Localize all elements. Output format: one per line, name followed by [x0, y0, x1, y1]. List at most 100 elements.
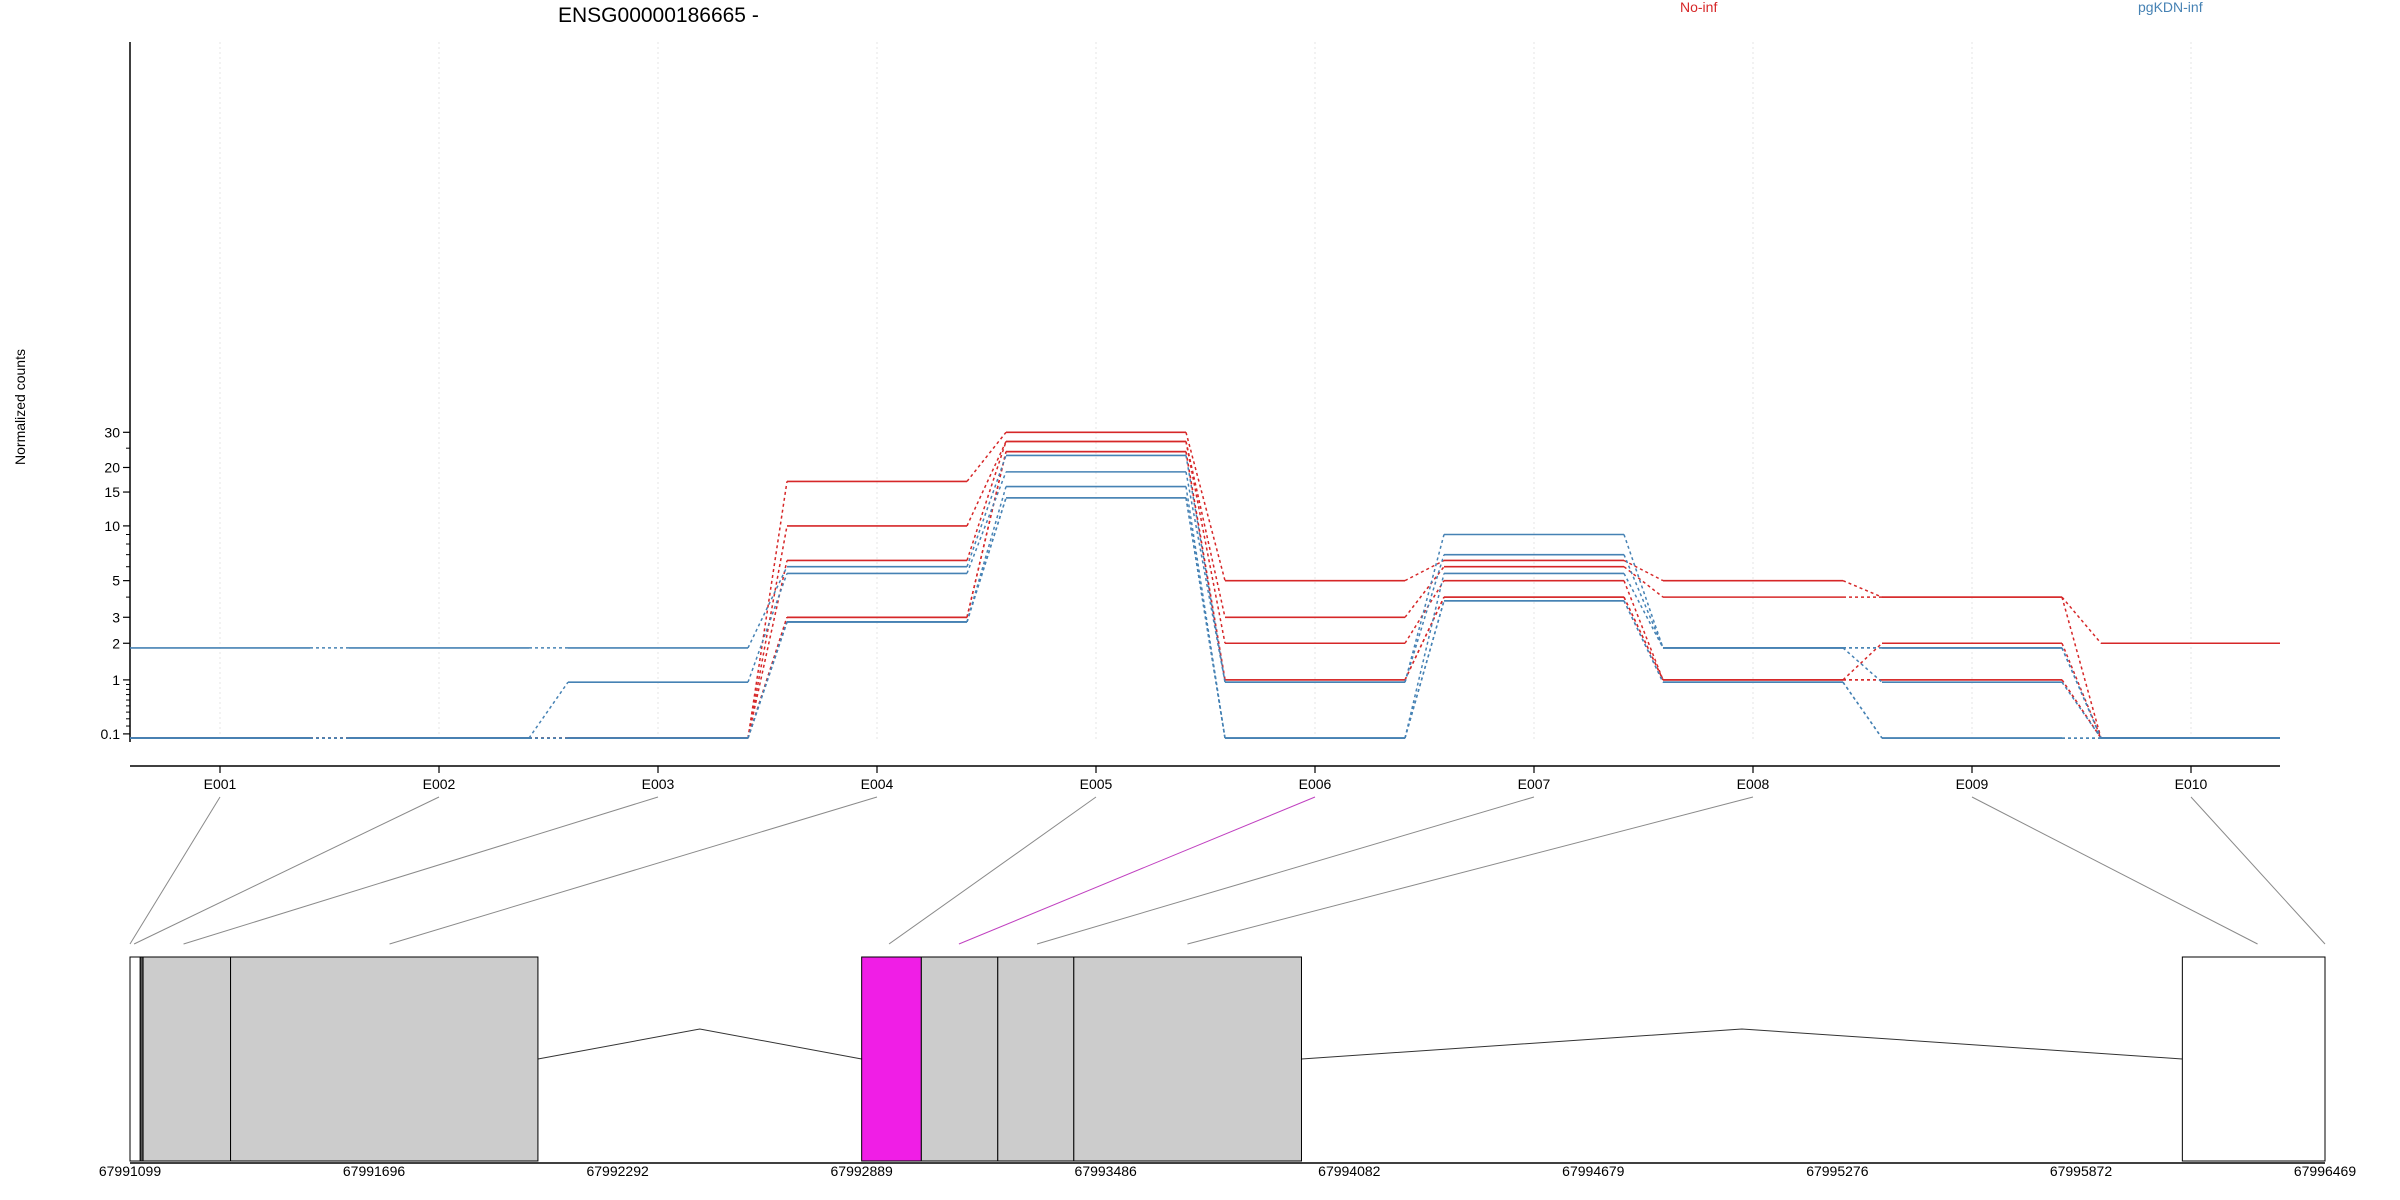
exon-grid — [219, 42, 2192, 742]
series-join — [747, 481, 788, 739]
genomic-tick-label: 67994679 — [1562, 1163, 1625, 1179]
genomic-tick-label: 67995276 — [1806, 1163, 1869, 1179]
genomic-tick-label: 67991099 — [99, 1163, 162, 1179]
series-join — [747, 560, 788, 739]
series-join — [1404, 566, 1445, 618]
series-join — [1185, 441, 1226, 644]
x-axis: E001 E002 E003 E004 E005 E006 E007 E008 E009 E010 — [130, 765, 2280, 792]
intron-line — [1301, 1028, 2183, 1060]
genomic-tick-label: 67993486 — [1075, 1163, 1138, 1179]
genomic-tick-label: 67994082 — [1318, 1163, 1381, 1179]
y-tick-label: 10 — [104, 518, 120, 534]
series-join — [2061, 679, 2102, 739]
series-join — [966, 431, 1007, 482]
genomic-axis: 67991099 67991696 67992292 67992889 67993486… — [99, 1162, 2357, 1179]
y-tick-label: 0.1 — [101, 726, 121, 742]
legend-entry-pgkdn-inf: pgKDN-inf — [2138, 0, 2203, 15]
exon-connector — [1187, 796, 1754, 945]
exon-connector — [1036, 796, 1535, 945]
series-line — [130, 497, 2280, 739]
series-join — [2061, 647, 2102, 739]
exon-block — [1073, 956, 1302, 1162]
y-tick-label: 30 — [104, 424, 120, 440]
x-tick-label: E009 — [1956, 776, 1989, 792]
series-join — [1185, 497, 1226, 739]
series-join — [1623, 573, 1664, 649]
x-tick-label: E004 — [861, 776, 894, 792]
series-join — [2061, 596, 2102, 739]
series-join — [966, 486, 1007, 623]
genomic-tick-label: 67996469 — [2294, 1163, 2357, 1179]
series-join — [1842, 681, 1883, 739]
exon-connector — [183, 796, 659, 945]
series-line — [130, 471, 2280, 739]
series-line — [130, 431, 2280, 739]
exon-connector — [888, 796, 1097, 945]
series-join — [528, 681, 569, 739]
series-join — [1185, 441, 1226, 618]
series-join — [2061, 681, 2102, 739]
exon-block — [997, 956, 1075, 1162]
genomic-tick-label: 67991696 — [343, 1163, 406, 1179]
series-join — [1404, 559, 1445, 582]
series-join — [2061, 596, 2102, 644]
series-join — [747, 525, 788, 739]
genomic-tick-label: 67995872 — [2050, 1163, 2113, 1179]
series-join — [1842, 681, 1883, 739]
legend-entry-no-inf: No-inf — [1680, 0, 1717, 15]
series-line — [130, 450, 2280, 739]
series-join — [1404, 573, 1445, 739]
x-tick-label: E005 — [1080, 776, 1113, 792]
exon-block — [129, 956, 141, 1162]
series-join — [1404, 534, 1445, 683]
x-tick-label: E001 — [204, 776, 237, 792]
series-join — [966, 441, 1007, 561]
x-tick-label: E008 — [1737, 776, 1770, 792]
series-join — [1185, 432, 1226, 581]
y-tick-label: 1 — [112, 672, 120, 688]
series-join — [1404, 554, 1445, 683]
series-join — [747, 573, 788, 683]
exon-connector — [129, 796, 221, 945]
x-tick-label: E007 — [1518, 776, 1551, 792]
series-join — [747, 621, 788, 739]
exon-block — [230, 956, 539, 1162]
series-join — [1842, 647, 1883, 683]
y-tick-label: 15 — [104, 484, 120, 500]
series-join — [966, 471, 1007, 574]
series-join — [966, 455, 1007, 567]
series-join — [1623, 580, 1664, 681]
series-join — [1404, 600, 1445, 739]
series-join — [966, 451, 1007, 618]
series-join — [2061, 679, 2102, 739]
exon-block — [142, 956, 232, 1162]
exon-block — [2181, 956, 2326, 1162]
series-line — [130, 440, 2280, 739]
genomic-tick-label: 67992292 — [586, 1163, 649, 1179]
series-join — [1842, 579, 1883, 598]
series-line — [130, 440, 2280, 739]
series-join — [1404, 580, 1445, 644]
exon-connector — [2190, 796, 2326, 945]
series-join — [1185, 455, 1226, 683]
exon-connectors — [129, 796, 2326, 945]
series-join — [1623, 534, 1664, 649]
y-tick-label: 5 — [112, 573, 120, 589]
exon-connector — [958, 796, 1316, 945]
series-join — [1623, 559, 1664, 582]
chart-title: ENSG00000186665 - — [558, 4, 759, 27]
series-join — [1185, 471, 1226, 683]
plot-series — [130, 431, 2280, 739]
y-tick-label: 2 — [112, 635, 120, 651]
series-join — [1623, 596, 1664, 681]
series-join — [1623, 600, 1664, 683]
x-tick-label: E003 — [642, 776, 675, 792]
exon-connector — [133, 796, 440, 945]
exon-block — [920, 956, 999, 1162]
exon-block — [861, 956, 922, 1162]
x-tick-label: E006 — [1299, 776, 1332, 792]
y-axis: 0.1 1 2 3 5 10 15 20 30 — [101, 42, 131, 742]
x-tick-label: E010 — [2175, 776, 2208, 792]
series-join — [1185, 451, 1226, 681]
